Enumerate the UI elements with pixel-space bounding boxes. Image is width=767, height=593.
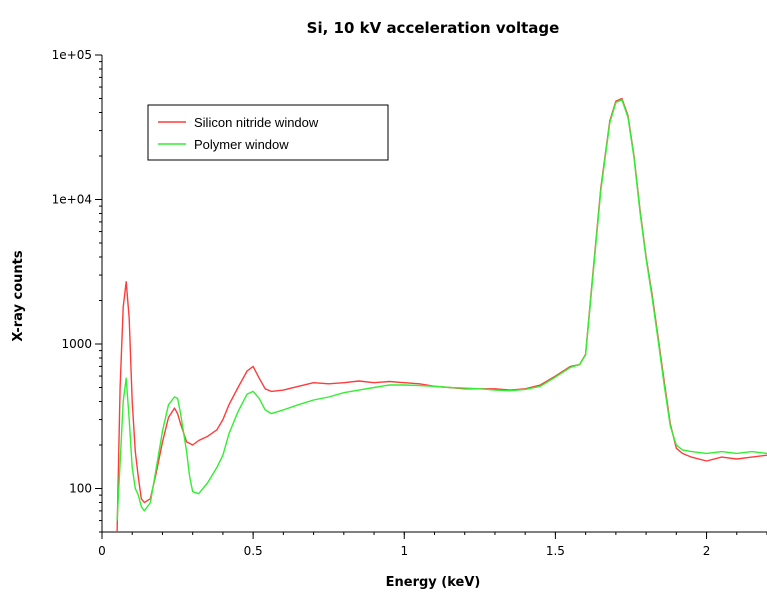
y-tick-label: 100 xyxy=(69,482,92,496)
x-tick-label: 1 xyxy=(400,544,408,558)
series-line-silicon-nitride xyxy=(116,97,767,533)
x-axis-label: Energy (keV) xyxy=(386,575,481,590)
x-tick-label: 0 xyxy=(98,544,106,558)
legend: Silicon nitride window Polymer window xyxy=(147,104,389,161)
y-tick-label: 1e+05 xyxy=(52,48,92,62)
y-tick-label: 1e+04 xyxy=(52,193,92,207)
x-tick-label: 2 xyxy=(703,544,711,558)
y-tick-label: 1000 xyxy=(61,337,92,351)
legend-label-polymer: Polymer window xyxy=(194,137,289,152)
plot-area: 100 1000 1e+04 1e+05 0 0.5 1 1.5 2 xyxy=(52,48,767,558)
x-tick-label: 0.5 xyxy=(244,544,263,558)
series-line-polymer xyxy=(116,99,767,521)
y-axis-label: X-ray counts xyxy=(11,250,26,342)
legend-box xyxy=(147,104,389,161)
x-tick-label: 1.5 xyxy=(546,544,565,558)
chart-title: Si, 10 kV acceleration voltage xyxy=(307,19,560,37)
legend-label-silicon-nitride: Silicon nitride window xyxy=(194,115,319,130)
